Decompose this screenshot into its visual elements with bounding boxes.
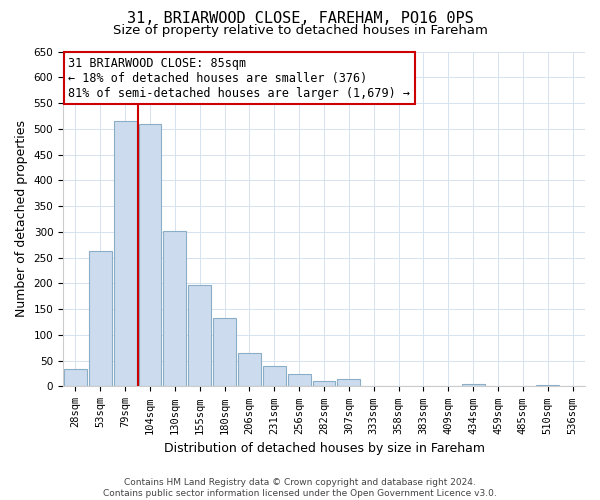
Text: 31, BRIARWOOD CLOSE, FAREHAM, PO16 0PS: 31, BRIARWOOD CLOSE, FAREHAM, PO16 0PS <box>127 11 473 26</box>
Bar <box>89 251 112 386</box>
Bar <box>288 374 311 386</box>
X-axis label: Distribution of detached houses by size in Fareham: Distribution of detached houses by size … <box>164 442 485 455</box>
Bar <box>139 124 161 386</box>
Bar <box>213 318 236 386</box>
Bar <box>238 353 261 386</box>
Bar <box>337 378 361 386</box>
Bar <box>188 285 211 386</box>
Bar <box>163 232 187 386</box>
Bar <box>64 370 87 386</box>
Text: 31 BRIARWOOD CLOSE: 85sqm
← 18% of detached houses are smaller (376)
81% of semi: 31 BRIARWOOD CLOSE: 85sqm ← 18% of detac… <box>68 56 410 100</box>
Text: Size of property relative to detached houses in Fareham: Size of property relative to detached ho… <box>113 24 487 37</box>
Bar <box>313 382 335 386</box>
Bar <box>114 121 137 386</box>
Text: Contains HM Land Registry data © Crown copyright and database right 2024.
Contai: Contains HM Land Registry data © Crown c… <box>103 478 497 498</box>
Bar <box>462 384 485 386</box>
Bar <box>536 385 559 386</box>
Bar <box>263 366 286 386</box>
Y-axis label: Number of detached properties: Number of detached properties <box>15 120 28 318</box>
